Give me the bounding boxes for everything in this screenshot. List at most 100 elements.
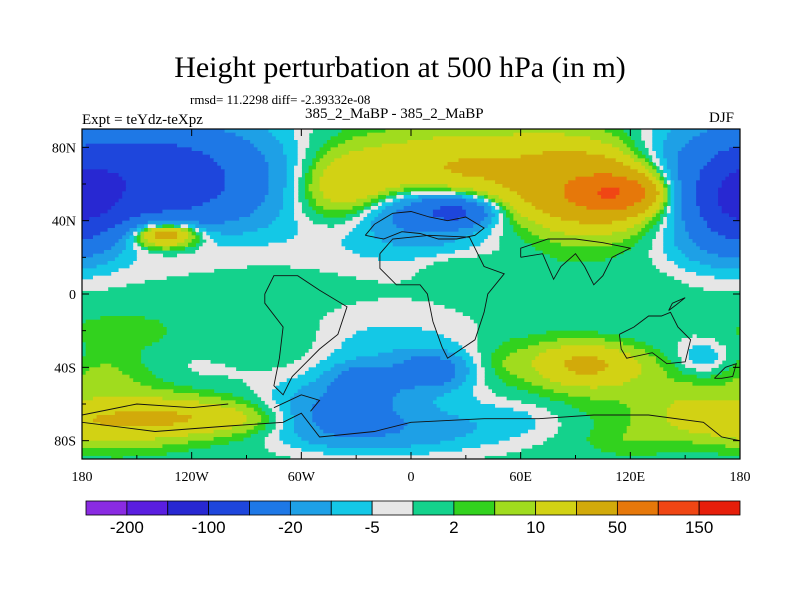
field-cell xyxy=(92,275,167,280)
coastline xyxy=(82,403,229,416)
field-cell xyxy=(82,448,189,453)
field-cell xyxy=(652,136,668,141)
field-cell xyxy=(546,330,599,335)
field-cell xyxy=(619,147,631,152)
field-cell xyxy=(666,176,672,181)
field-cell xyxy=(100,422,174,427)
field-cell xyxy=(454,371,471,376)
field-cell xyxy=(118,268,215,273)
field-cell xyxy=(571,404,628,409)
field-cell xyxy=(637,360,657,365)
field-cell xyxy=(677,173,701,178)
field-cell xyxy=(458,228,482,233)
field-cell xyxy=(268,242,343,247)
field-cell xyxy=(359,253,438,258)
x-tick-label: 180 xyxy=(72,470,93,485)
field-cell xyxy=(586,437,624,442)
field-cell xyxy=(714,349,726,354)
field-cell xyxy=(648,151,657,156)
field-cell xyxy=(253,389,273,394)
field-cell xyxy=(531,231,566,236)
field-cell xyxy=(272,429,280,434)
field-cell xyxy=(685,224,708,229)
field-cell xyxy=(323,393,397,398)
colorbar: -200 -100 -20 -5 2 10 50 150 xyxy=(85,500,741,537)
coastline xyxy=(714,363,737,379)
field-cell xyxy=(118,253,138,258)
field-cell xyxy=(732,378,740,383)
field-cell xyxy=(301,448,463,453)
field-cell xyxy=(279,140,299,145)
field-cell xyxy=(315,209,357,214)
field-cell xyxy=(601,140,624,145)
field-cell xyxy=(666,165,679,170)
field-cell xyxy=(714,360,723,365)
field-cell xyxy=(279,382,310,387)
field-cell xyxy=(315,400,394,405)
field-cell xyxy=(484,217,493,222)
field-cell xyxy=(663,184,668,189)
field-cell xyxy=(202,231,207,236)
field-cell xyxy=(323,371,343,376)
field-cell xyxy=(604,154,631,159)
field-cell xyxy=(484,209,493,214)
field-cell xyxy=(633,224,646,229)
field-cell xyxy=(736,217,740,222)
field-cell xyxy=(487,224,496,229)
coastline xyxy=(273,394,321,412)
field-cell xyxy=(469,367,478,372)
field-cell xyxy=(283,202,295,207)
field-cell xyxy=(681,184,697,189)
field-cell xyxy=(315,363,335,368)
field-cell xyxy=(681,338,716,343)
field-cell xyxy=(257,393,273,398)
field-cell xyxy=(491,363,503,368)
field-cell xyxy=(290,264,427,269)
field-cell xyxy=(652,147,664,152)
field-cell xyxy=(666,272,697,277)
field-cell xyxy=(666,224,675,229)
field-cell xyxy=(345,220,361,225)
field-cell xyxy=(370,198,379,203)
field-cell xyxy=(699,246,740,251)
field-cell xyxy=(626,228,642,233)
field-cell xyxy=(663,242,675,247)
field-cell xyxy=(82,264,98,269)
field-cell xyxy=(315,330,357,335)
field-cell xyxy=(509,187,566,192)
field-cell xyxy=(177,231,189,236)
field-cell xyxy=(495,180,569,185)
field-cell xyxy=(279,213,295,218)
field-cell xyxy=(688,349,716,354)
field-cell xyxy=(367,132,514,137)
field-cell xyxy=(677,345,694,350)
field-cell xyxy=(224,184,270,189)
field-cell xyxy=(264,154,288,159)
field-cell xyxy=(476,422,536,427)
field-cell xyxy=(283,426,295,431)
field-cell xyxy=(637,374,668,379)
field-cell xyxy=(652,129,672,134)
field-cell xyxy=(374,217,394,222)
field-cell xyxy=(648,206,661,211)
field-cell xyxy=(294,191,299,196)
field-cell xyxy=(655,264,679,269)
field-cell xyxy=(473,195,478,200)
field-cell xyxy=(180,224,189,229)
field-cell xyxy=(674,235,690,240)
field-cell xyxy=(392,217,445,222)
field-cell xyxy=(623,140,635,145)
colorbar-label: 150 xyxy=(685,518,713,537)
field-cell xyxy=(261,415,270,420)
field-cell xyxy=(191,231,196,236)
field-cell xyxy=(82,451,167,456)
field-cell xyxy=(304,180,313,185)
coastline xyxy=(520,238,632,286)
field-cell xyxy=(593,444,726,449)
field-cell xyxy=(242,378,288,383)
field-cell xyxy=(447,411,529,416)
field-cell xyxy=(670,422,740,427)
field-cell xyxy=(272,396,291,401)
field-cell xyxy=(644,195,657,200)
field-cell xyxy=(140,231,145,236)
